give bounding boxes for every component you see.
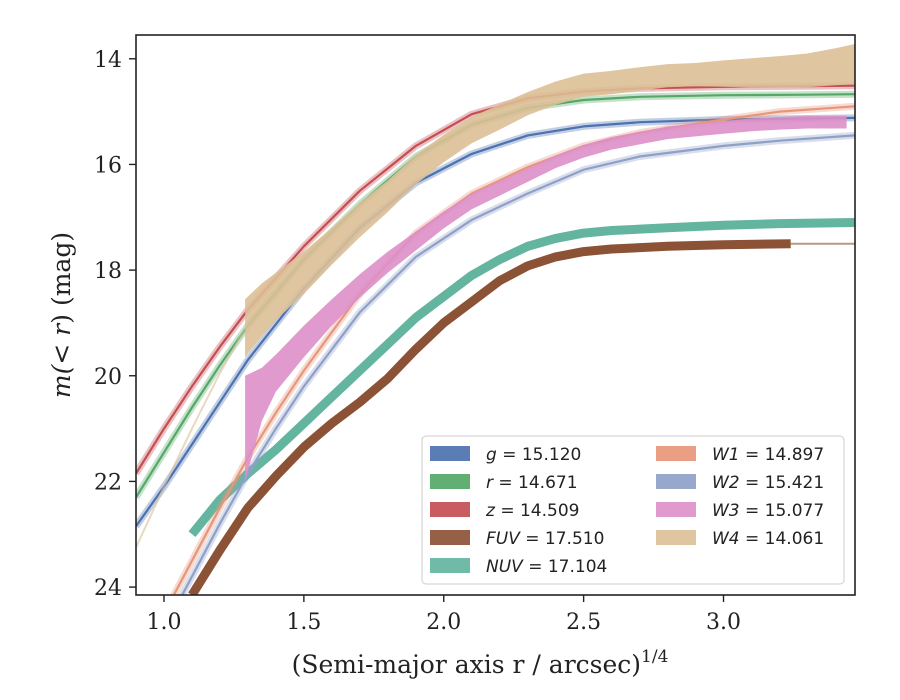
y-tick-label: 16	[94, 153, 122, 178]
series-z-line	[136, 84, 855, 475]
legend-swatch	[430, 502, 470, 517]
legend-item-NUV: NUV = 17.104	[430, 557, 607, 577]
legend-label: g = 15.120	[486, 445, 581, 465]
legend-value: = 15.421	[740, 473, 825, 493]
legend-value: = 14.509	[495, 501, 580, 521]
legend-label: FUV = 17.510	[486, 529, 604, 549]
series-W2-halo	[178, 131, 855, 595]
legend-value: = 15.077	[740, 501, 825, 521]
legend-item-W1: W1 = 14.897	[656, 445, 824, 465]
legend-band: W4	[712, 529, 740, 549]
legend-swatch	[430, 446, 470, 461]
x-axis-label-text: (Semi-major axis r / arcsec)	[292, 650, 641, 679]
legend-label: W3 = 15.077	[712, 501, 824, 521]
legend-item-W3: W3 = 15.077	[656, 501, 824, 521]
legend-item-W4: W4 = 14.061	[656, 529, 824, 549]
legend-label: r = 14.671	[486, 473, 578, 493]
legend-swatch	[656, 530, 696, 545]
series-W2-line	[180, 134, 855, 595]
legend-value: = 17.104	[523, 557, 608, 577]
series-W4-band	[245, 44, 855, 358]
legend-item-r: r = 14.671	[430, 473, 578, 493]
series-W4	[136, 44, 855, 548]
legend-band: r	[486, 473, 494, 493]
x-tick-label: 2.0	[426, 610, 461, 635]
x-tick-label: 1.0	[146, 610, 181, 635]
legend-item-z: z = 14.509	[430, 501, 579, 521]
legend-item-W2: W2 = 15.421	[656, 473, 824, 493]
y-tick-label: 20	[94, 365, 122, 390]
series-FUV-line	[188, 239, 791, 595]
y-axis: 14 16 18 20 22 24	[94, 48, 136, 601]
legend-band: NUV	[486, 557, 524, 577]
legend-band: g	[486, 445, 497, 465]
series-W2	[178, 131, 855, 595]
legend-item-FUV: FUV = 17.510	[430, 529, 604, 549]
legend-band: W3	[712, 501, 740, 521]
legend-value: = 14.671	[493, 473, 578, 493]
legend-value: = 14.061	[740, 529, 825, 549]
legend-value: = 17.510	[520, 529, 605, 549]
series-layer	[136, 44, 855, 595]
y-axis-label-part-3: ) (mag)	[47, 232, 76, 324]
y-axis-label-part-2: < r	[47, 322, 76, 365]
x-tick-label: 2.5	[566, 610, 601, 635]
series-z	[136, 82, 855, 476]
y-tick-label: 22	[94, 470, 122, 495]
series-W4-extrapolation	[136, 327, 246, 548]
series-FUV	[188, 239, 855, 595]
legend-band: W2	[712, 473, 740, 493]
legend-label: W2 = 15.421	[712, 473, 824, 493]
legend-value: = 15.120	[497, 445, 582, 465]
series-W3	[245, 115, 847, 482]
x-axis-label-power: 1/4	[641, 647, 668, 667]
y-tick-label: 24	[94, 576, 122, 601]
legend-label: W1 = 14.897	[712, 445, 824, 465]
legend-swatch	[656, 446, 696, 461]
y-axis-label: m(< r) (mag)	[47, 232, 76, 398]
legend-value: = 14.897	[740, 445, 825, 465]
legend-swatch	[656, 474, 696, 489]
legend-band: z	[485, 501, 496, 521]
x-tick-label: 1.5	[286, 610, 321, 635]
y-tick-label: 18	[94, 259, 122, 284]
series-NUV	[188, 218, 855, 538]
legend-label: W4 = 14.061	[712, 529, 824, 549]
legend-swatch	[430, 558, 470, 573]
y-axis-label-part-1: m(	[47, 363, 76, 398]
series-W3-band	[245, 115, 847, 482]
plot-frame	[135, 34, 856, 596]
legend-swatch	[430, 530, 470, 545]
legend-swatch	[430, 474, 470, 489]
series-NUV-line	[188, 218, 855, 538]
legend-box	[421, 435, 845, 585]
y-tick-label: 14	[94, 48, 122, 73]
legend-swatch	[656, 502, 696, 517]
legend-band: FUV	[486, 529, 521, 549]
x-tick-label: 3.0	[706, 610, 741, 635]
x-axis: 1.0 1.5 2.0 2.5 3.0	[146, 595, 741, 635]
legend-label: z = 14.509	[485, 501, 579, 521]
x-axis-label: (Semi-major axis r / arcsec)1/4	[292, 647, 669, 679]
legend-label: NUV = 17.104	[486, 557, 607, 577]
legend-item-g: g = 15.120	[430, 445, 581, 465]
legend-band: W1	[712, 445, 740, 465]
